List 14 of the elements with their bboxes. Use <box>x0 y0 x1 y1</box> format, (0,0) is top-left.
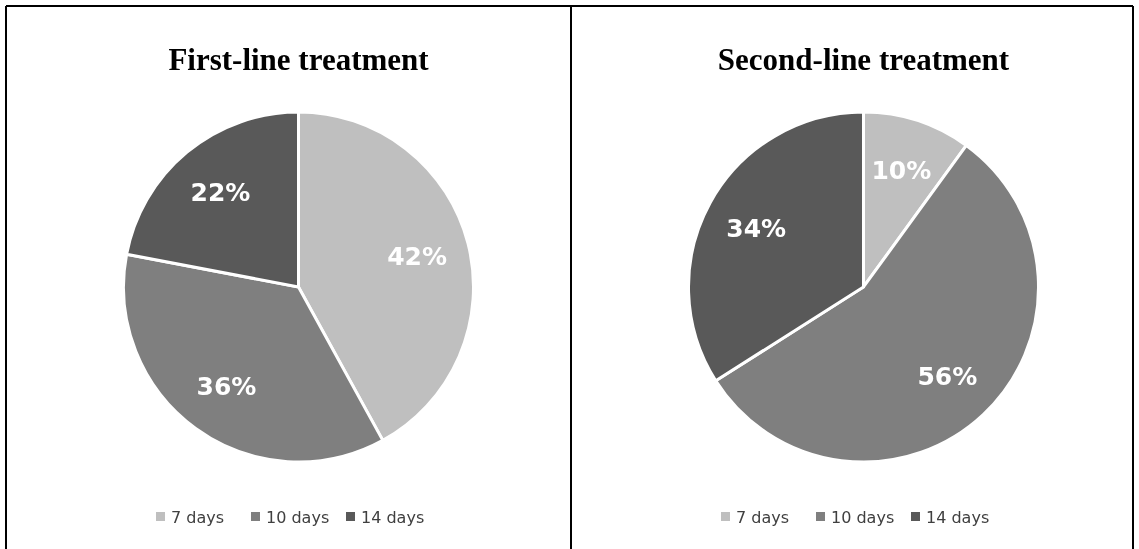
data-label: 56% <box>917 362 978 392</box>
data-label: 10% <box>871 156 932 186</box>
legend-label: 10 days <box>831 507 895 527</box>
legend-label: 14 days <box>926 507 990 527</box>
legend-label: 7 days <box>171 507 225 527</box>
data-label: 42% <box>387 242 448 272</box>
data-label: 36% <box>196 371 257 401</box>
chart-title: Second-line treatment <box>717 42 1010 77</box>
legend-label: 10 days <box>266 507 330 527</box>
data-label: 22% <box>190 178 251 208</box>
legend-label: 14 days <box>361 507 425 527</box>
data-label: 34% <box>726 213 787 243</box>
legend-label: 7 days <box>736 507 790 527</box>
chart-title: First-line treatment <box>168 42 430 77</box>
